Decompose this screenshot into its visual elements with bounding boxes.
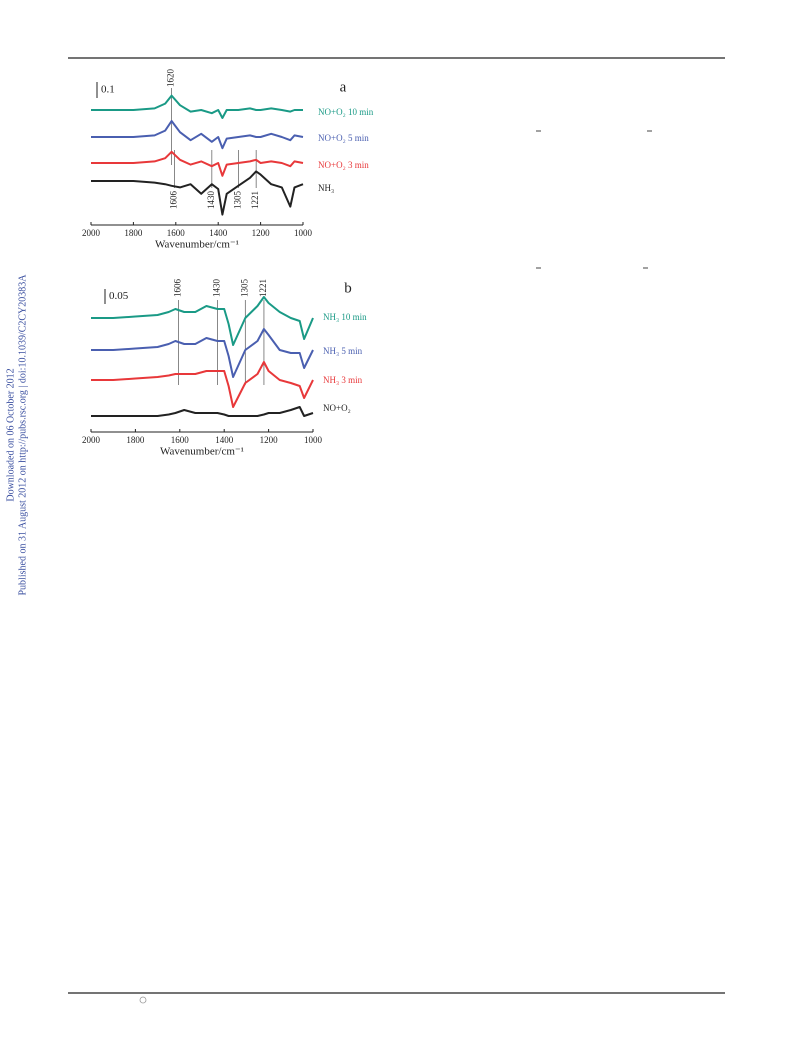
scale-bar-label: 0.1 xyxy=(101,84,115,96)
spectrum xyxy=(91,94,303,119)
peak-label: 1305 xyxy=(232,191,242,210)
scale-bar-label: 0.05 xyxy=(109,290,129,302)
legend-label: NO+O₂ xyxy=(323,403,351,413)
x-tick-label: 1200 xyxy=(260,435,279,445)
x-axis-label: Wavenumber/cm⁻¹ xyxy=(155,239,239,251)
spectrum xyxy=(91,150,304,177)
legend-label: NH₃ 5 min xyxy=(323,346,363,356)
x-tick-label: 1800 xyxy=(124,228,143,238)
peak-label: 1606 xyxy=(173,279,183,298)
x-tick-label: 1600 xyxy=(167,228,186,238)
x-tick-label: 1400 xyxy=(215,435,234,445)
x-tick-label: 1600 xyxy=(171,435,190,445)
x-tick-label: 1800 xyxy=(126,435,145,445)
peak-label: 1620 xyxy=(166,69,176,88)
x-tick-label: 1000 xyxy=(294,228,313,238)
x-tick-label: 1400 xyxy=(209,228,228,238)
spectrum xyxy=(91,170,304,216)
spectrum xyxy=(91,361,314,408)
side-note: Downloaded on 06 October 2012 xyxy=(5,368,16,501)
panel-label: a xyxy=(340,79,347,95)
legend-label: NO+O₂ 3 min xyxy=(318,160,369,170)
peak-label: 1430 xyxy=(206,191,216,210)
x-tick-label: 2000 xyxy=(82,228,101,238)
x-tick-label: 1200 xyxy=(252,228,271,238)
legend-label: NO+O₂ 5 min xyxy=(318,133,369,143)
spectrum xyxy=(91,328,314,378)
spectrum xyxy=(91,296,314,346)
legend-label: NH₃ 10 min xyxy=(323,312,367,322)
x-axis-label: Wavenumber/cm⁻¹ xyxy=(160,446,244,458)
spectrum xyxy=(91,406,314,417)
footer-icon xyxy=(139,996,147,1004)
peak-label: 1221 xyxy=(250,191,260,209)
legend-label: NH₃ 3 min xyxy=(323,375,363,385)
peak-label: 1221 xyxy=(258,279,268,297)
peak-label: 1430 xyxy=(212,279,222,298)
x-tick-label: 2000 xyxy=(82,435,101,445)
panel-label: b xyxy=(344,280,352,296)
peak-label: 1606 xyxy=(169,191,179,210)
legend-label: NH₃ xyxy=(318,183,334,193)
x-tick-label: 1000 xyxy=(304,435,323,445)
spectrum xyxy=(91,120,304,150)
legend-label: NO+O₂ 10 min xyxy=(318,107,374,117)
side-note: Published on 31 August 2012 on http://pu… xyxy=(17,274,28,596)
peak-label: 1305 xyxy=(239,279,249,298)
